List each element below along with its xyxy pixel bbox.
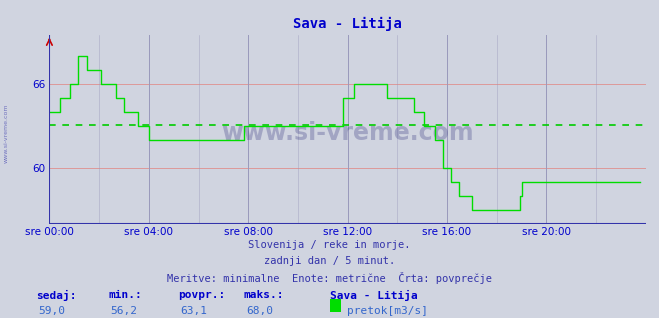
Text: min.:: min.:	[109, 290, 142, 300]
Text: Slovenija / reke in morje.: Slovenija / reke in morje.	[248, 240, 411, 250]
Text: Meritve: minimalne  Enote: metrične  Črta: povprečje: Meritve: minimalne Enote: metrične Črta:…	[167, 272, 492, 284]
Title: Sava - Litija: Sava - Litija	[293, 17, 402, 31]
Text: 59,0: 59,0	[38, 306, 65, 316]
Text: maks.:: maks.:	[244, 290, 284, 300]
Text: 56,2: 56,2	[111, 306, 138, 316]
Text: www.si-vreme.com: www.si-vreme.com	[221, 121, 474, 145]
Text: pretok[m3/s]: pretok[m3/s]	[347, 306, 428, 316]
Text: Sava - Litija: Sava - Litija	[330, 290, 417, 301]
Text: www.si-vreme.com: www.si-vreme.com	[4, 104, 9, 163]
Text: 63,1: 63,1	[180, 306, 207, 316]
Text: zadnji dan / 5 minut.: zadnji dan / 5 minut.	[264, 256, 395, 266]
Text: sedaj:: sedaj:	[36, 290, 76, 301]
Text: 68,0: 68,0	[246, 306, 273, 316]
Text: povpr.:: povpr.:	[178, 290, 225, 300]
